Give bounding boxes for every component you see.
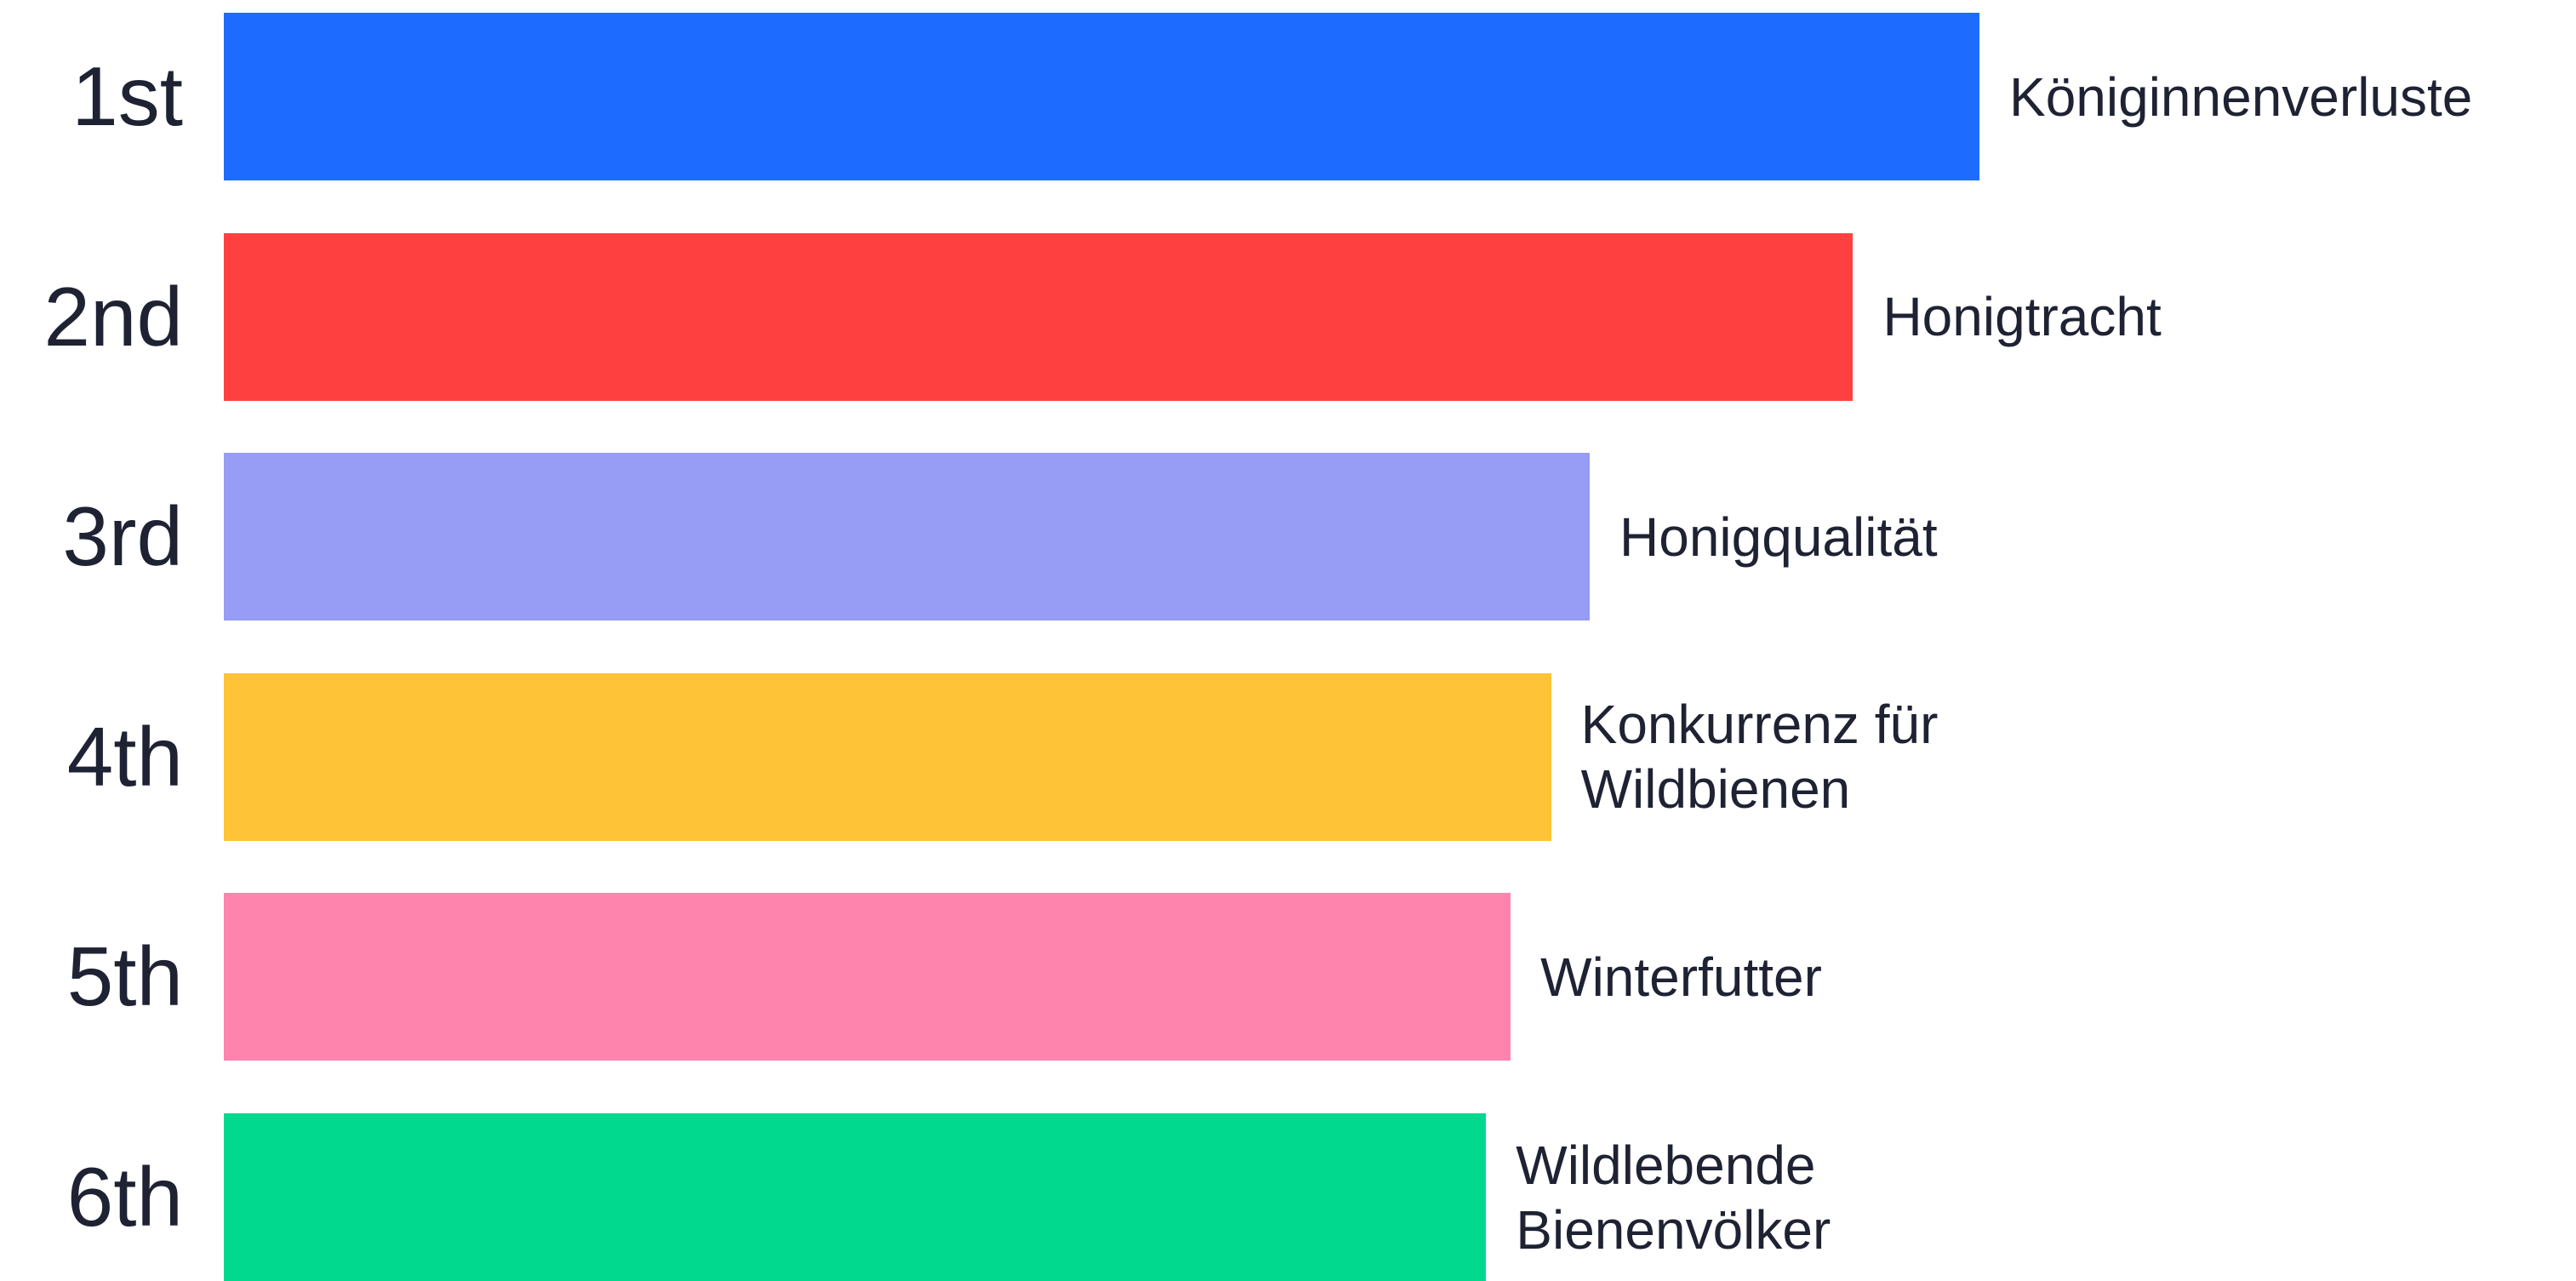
bar-label: Honigtracht — [1882, 286, 2162, 348]
bar — [224, 1113, 1487, 1281]
rank-label: 6th — [66, 1150, 183, 1244]
bar — [224, 672, 1551, 841]
bar-label: Königinnenverluste — [2009, 66, 2473, 128]
rank-label: 2nd — [43, 269, 183, 363]
bar-label: Honigqualität — [1619, 506, 1938, 568]
rank-label: 4th — [66, 709, 183, 803]
rank-label: 5th — [66, 929, 183, 1024]
bar — [224, 453, 1590, 621]
bar — [224, 232, 1853, 401]
bar-label: Winterfutter — [1540, 946, 1822, 1008]
bar-label: Wildlebende Bienenvölker — [1516, 1134, 1831, 1261]
rank-label: 3rd — [62, 489, 183, 584]
rank-label: 1st — [71, 49, 183, 143]
bar — [224, 893, 1511, 1061]
bar — [224, 13, 1979, 180]
bar-label: Konkurrenz für Wildbienen — [1580, 694, 1939, 821]
